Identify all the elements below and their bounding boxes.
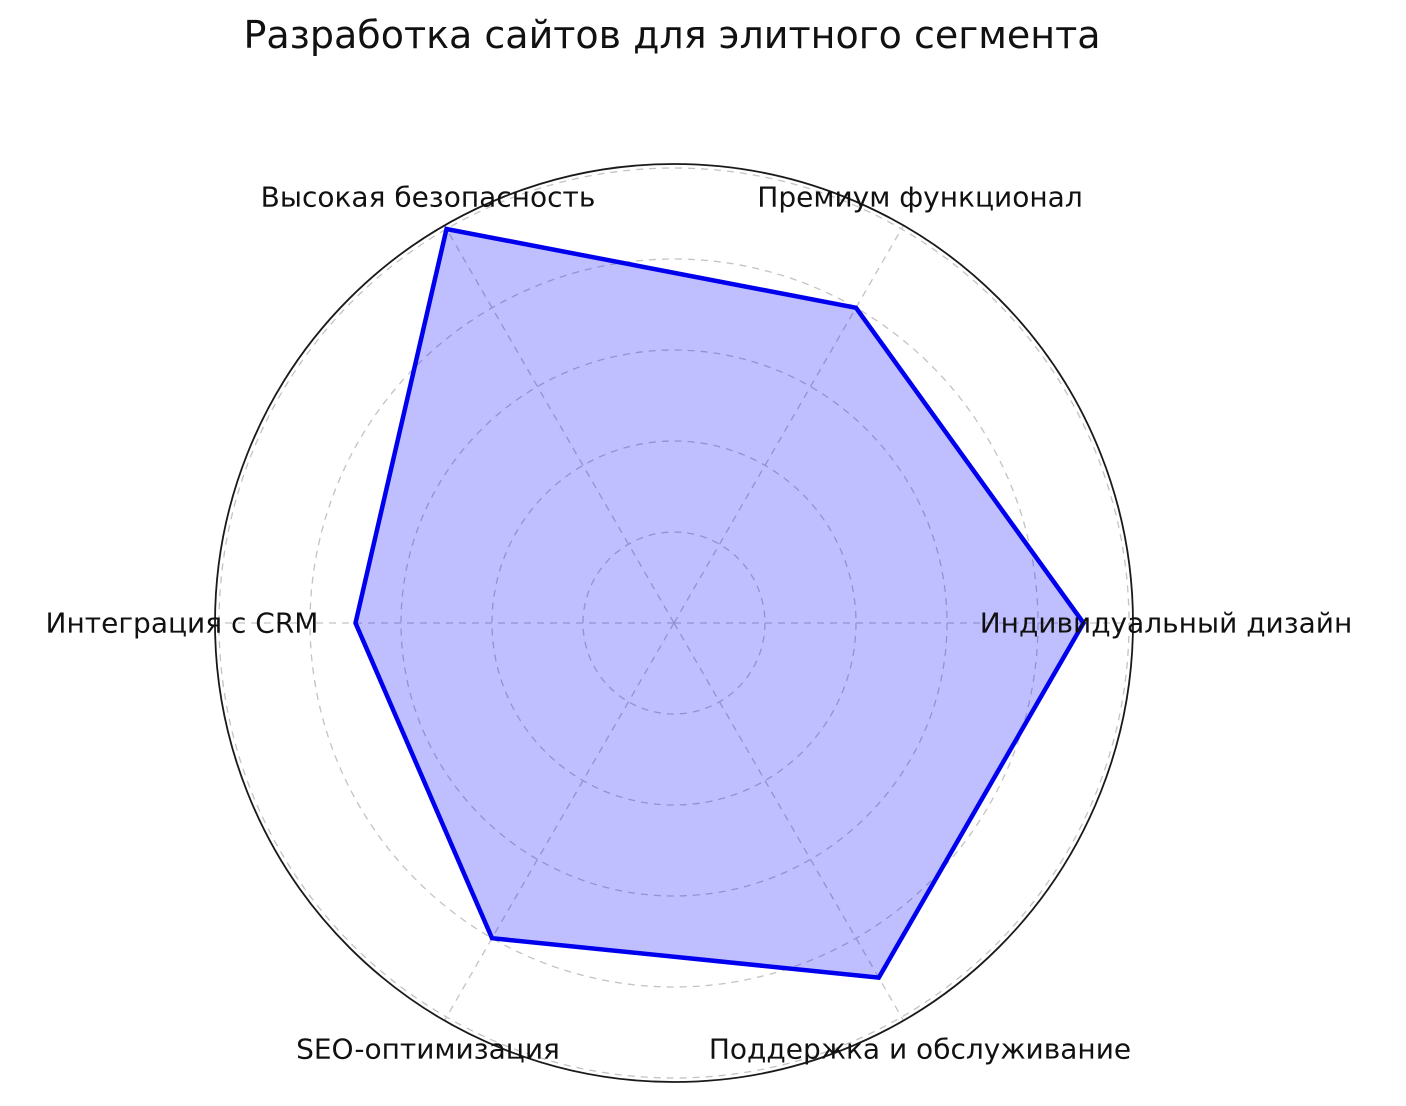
grid-spoke [443,225,675,624]
axis-label-1: Индивидуальный дизайн [980,607,1353,640]
chart-title: Разработка сайтов для элитного сегмента [243,13,1101,57]
grid-spoke [673,225,905,624]
axis-label-6: Поддержка и обслуживание [709,1033,1131,1066]
grid-spoke [673,622,905,1021]
outer-circle [214,163,1134,1083]
axis-label-3: Высокая безопасность [261,180,596,213]
axis-label-2: Премиум функционал [757,180,1082,213]
axis-label-4: Интеграция с CRM [46,607,319,640]
grid-spoke [443,622,675,1021]
data-polygon [353,226,1087,980]
axis-label-5: SEO-оптимизация [296,1033,560,1066]
